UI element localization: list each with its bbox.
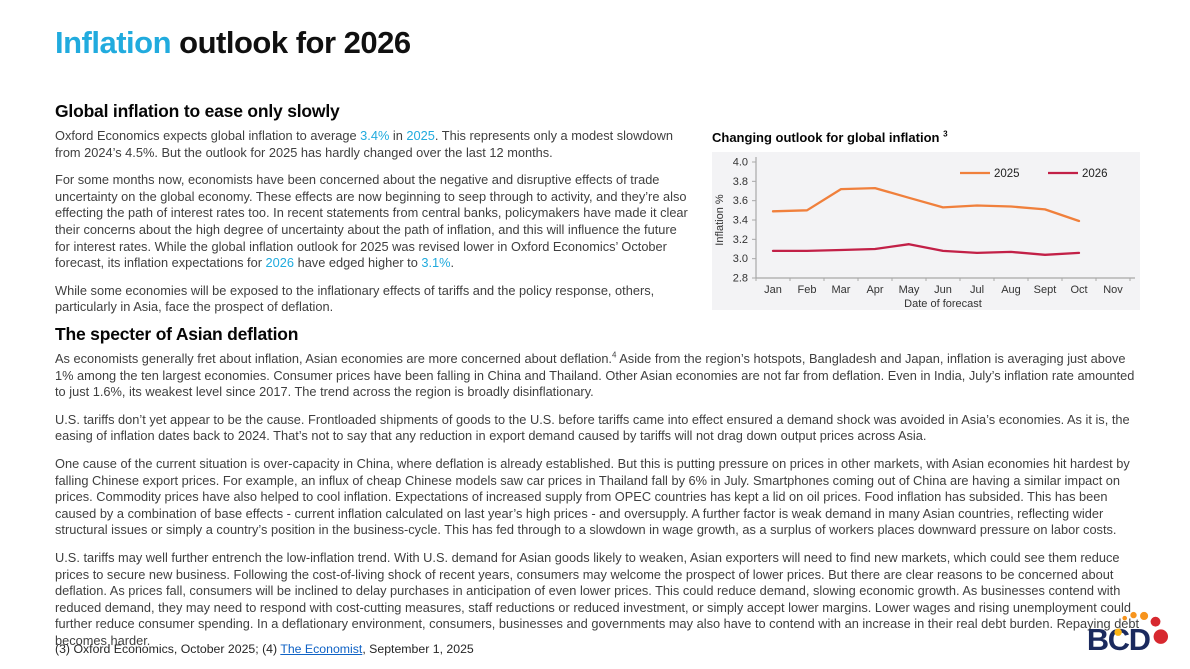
page-title-rest: outlook for 2026 (171, 25, 411, 60)
x-tick-label: Sept (1034, 284, 1057, 296)
text-run: For some months now, economists have bee… (55, 172, 688, 271)
x-tick-label: May (899, 284, 920, 296)
text-run: . This represents only a modest slowdown… (55, 128, 673, 160)
y-tick-label: 3.2 (733, 234, 748, 246)
paragraph-asia-1: As economists generally fret about infla… (55, 351, 1140, 401)
text-run: Oxford Economics expects global inflatio… (55, 128, 361, 143)
text-run: in (389, 128, 407, 143)
y-axis-title: Inflation % (714, 194, 726, 246)
section-heading-global-inflation: Global inflation to ease only slowly (55, 101, 340, 121)
bcd-logo: BCD (1087, 611, 1169, 657)
logo-dot-orange-large (1140, 611, 1149, 621)
logo-dot-orange-small (1122, 615, 1128, 621)
section-heading-asian-deflation: The specter of Asian deflation (55, 324, 299, 344)
text-run: Aside from the region’s hotspots, Bangla… (55, 351, 1135, 400)
chart-title-footnote: 3 (943, 129, 948, 139)
x-tick-label: Jun (934, 284, 952, 296)
source-text: , September 1, 2025 (362, 642, 474, 656)
paragraph-global-2: For some months now, economists have bee… (55, 172, 693, 272)
logo-dot-red-small (1150, 616, 1161, 627)
x-tick-label: Apr (866, 284, 883, 296)
highlight-value: 3.1% (421, 255, 451, 271)
x-tick-label: Oct (1070, 284, 1087, 296)
text-run: . (450, 255, 455, 271)
logo-dot-orange-medium (1130, 611, 1137, 619)
highlight-value: 2025 (406, 128, 435, 143)
x-tick-label: Nov (1103, 284, 1123, 296)
logo-dot-yellow (1114, 628, 1122, 636)
x-tick-label: Mar (832, 284, 851, 296)
text-run: As economists generally fret about infla… (55, 351, 612, 366)
bcd-logo-text: BCD (1087, 622, 1150, 657)
chart-title-text: Changing outlook for global inflation (712, 130, 940, 145)
paragraph-global-1: Oxford Economics expects global inflatio… (55, 128, 693, 161)
legend-label-2025: 2025 (994, 168, 1020, 180)
y-tick-label: 3.6 (733, 195, 748, 207)
x-tick-label: Jan (764, 284, 782, 296)
series-line-2026 (771, 243, 1081, 256)
series-line-2025 (771, 186, 1081, 223)
inflation-outlook-chart: Changing outlook for global inflation 3 … (712, 130, 1142, 310)
text-run: have edged higher to (294, 255, 422, 271)
paragraph-asia-2: U.S. tariffs don’t yet appear to be the … (55, 411, 1130, 444)
paragraph-asia-3: One cause of the current situation is ov… (55, 455, 1130, 538)
paragraph-global-3: While some economies will be exposed to … (55, 282, 655, 315)
page-title: Inflation outlook for 2026 (55, 25, 411, 60)
x-tick-label: Feb (798, 284, 817, 296)
y-tick-label: 2.8 (733, 273, 748, 285)
x-tick-label: Jul (970, 284, 984, 296)
inflation-chart-svg: 4.0 3.8 3.6 3.4 3.2 3.0 2.8 Jan Feb Mar Apr May Jun J… (712, 152, 1140, 310)
y-tick-label: 4.0 (733, 157, 748, 169)
asian-deflation-text-block: As economists generally fret about infla… (55, 351, 1140, 661)
highlight-value: 2026 (265, 255, 295, 271)
highlight-value: 3.4% (360, 128, 390, 143)
chart-title: Changing outlook for global inflation 3 (712, 130, 1142, 145)
footer-sources: (3) Oxford Economics, October 2025; (4) … (55, 642, 474, 656)
source-text: (3) Oxford Economics, October 2025; (4) (55, 642, 281, 656)
global-inflation-text-column: Oxford Economics expects global inflatio… (55, 128, 693, 327)
legend-label-2026: 2026 (1082, 168, 1108, 180)
footnote-marker: 4 (612, 350, 617, 360)
x-axis-title: Date of forecast (904, 298, 982, 310)
y-tick-label: 3.8 (733, 176, 748, 188)
page-title-accent: Inflation (55, 25, 172, 60)
logo-dot-red-large (1153, 629, 1169, 644)
x-tick-label: Aug (1001, 284, 1021, 296)
y-tick-label: 3.0 (733, 253, 748, 265)
paragraph-asia-4: U.S. tariffs may well further entrench t… (55, 549, 1140, 648)
economist-link[interactable]: The Economist (280, 642, 363, 656)
y-tick-label: 3.4 (733, 215, 748, 227)
